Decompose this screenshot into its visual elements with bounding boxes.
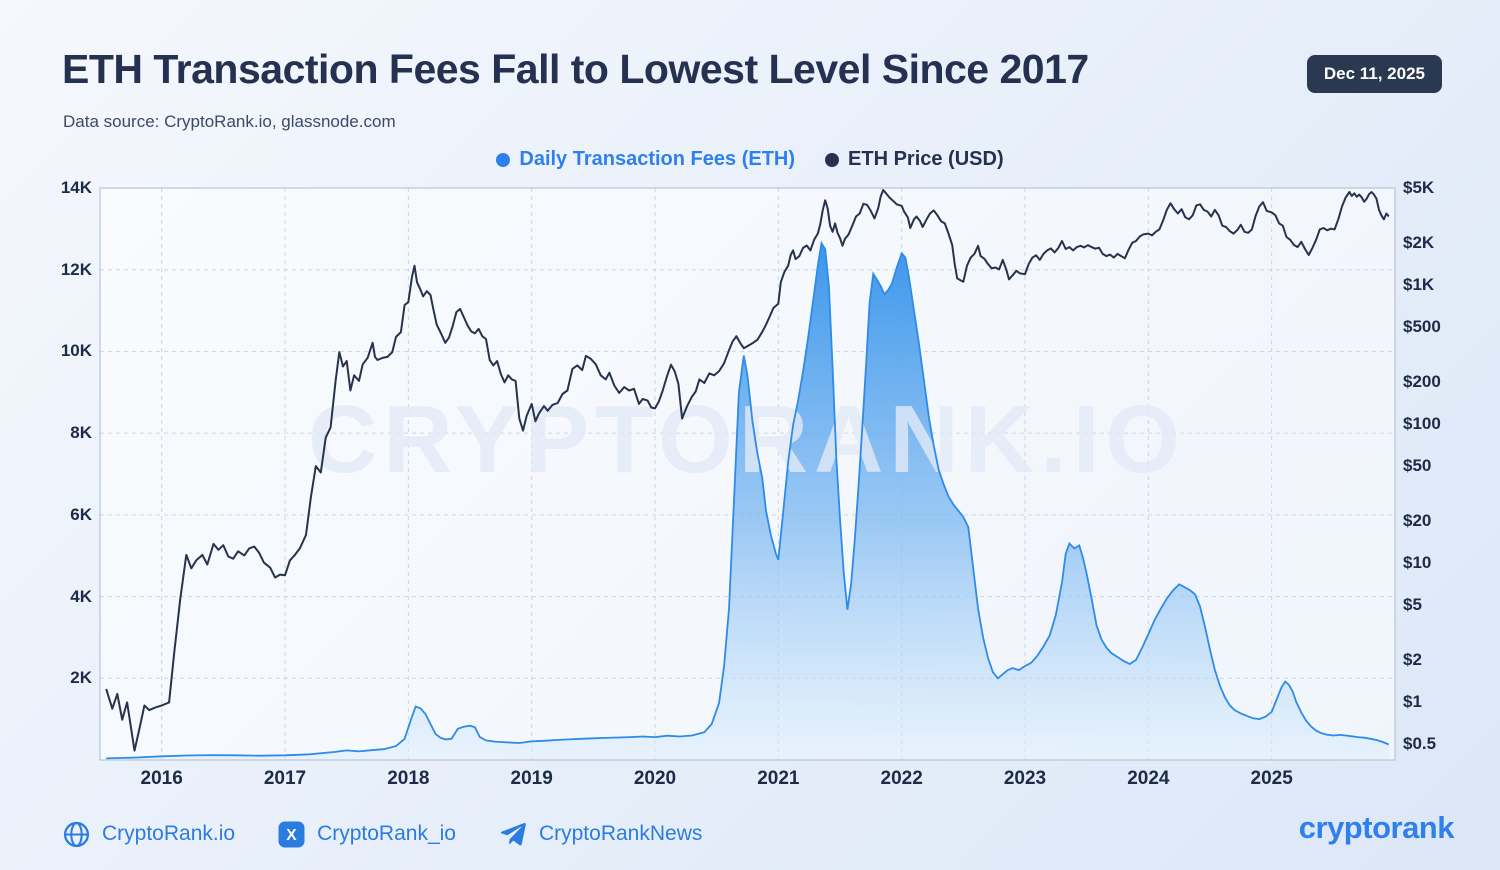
left-axis-tick-label: 8K: [70, 423, 92, 443]
left-axis-tick-label: 12K: [60, 259, 92, 279]
watermark: CRYPTORANK.IO: [308, 386, 1186, 493]
cryptorank-logo: cryptorank: [1298, 810, 1455, 845]
legend-label-price: ETH Price (USD): [848, 148, 1004, 170]
x-axis-tick-label: 2022: [880, 768, 923, 789]
right-axis-tick-label: $5: [1403, 595, 1422, 615]
legend-item-price: ETH Price (USD): [825, 148, 1004, 171]
x-axis-tick-label: 2023: [1003, 768, 1047, 789]
x-axis-tick-label: 2025: [1250, 768, 1293, 789]
left-axis-tick-label: 14K: [60, 178, 92, 197]
right-axis-tick-label: $10: [1403, 553, 1432, 573]
left-axis-tick-label: 4K: [70, 586, 92, 606]
fees-line-series: [106, 240, 1390, 760]
x-axis-tick-label: 2016: [140, 768, 183, 789]
x-axis-tick-label: 2018: [387, 768, 430, 789]
right-axis-tick-label: $1K: [1403, 275, 1435, 295]
svg-text:X: X: [286, 827, 297, 844]
plot-frame: [99, 187, 1396, 761]
x-link-label: CryptoRank_io: [317, 822, 456, 845]
right-axis-tick-label: $20: [1403, 511, 1432, 531]
right-axis-tick-label: $200: [1403, 372, 1441, 392]
right-axis-tick-label: $2: [1403, 650, 1422, 670]
x-axis-tick-label: 2017: [263, 768, 307, 789]
telegram-link[interactable]: CryptoRankNews: [499, 820, 702, 848]
x-link[interactable]: X CryptoRank_io: [278, 821, 456, 848]
x-axis-tick-label: 2019: [510, 768, 553, 789]
x-axis-tick-label: 2024: [1127, 768, 1170, 789]
fees-legend-dot-icon: [496, 152, 511, 167]
left-axis-tick-label: 10K: [60, 341, 92, 361]
website-link-label: CryptoRank.io: [102, 822, 236, 845]
right-axis-tick-label: $0.5: [1403, 734, 1437, 754]
date-badge: Dec 11, 2025: [1306, 55, 1442, 93]
right-axis-tick-label: $1: [1403, 692, 1422, 712]
x-axis-tick-label: 2020: [633, 768, 677, 789]
page-title: ETH Transaction Fees Fall to Lowest Leve…: [62, 46, 1089, 92]
right-axis-tick-label: $100: [1403, 414, 1441, 434]
left-axis-tick-label: 6K: [70, 504, 92, 524]
right-axis-tick-label: $500: [1403, 317, 1441, 337]
fees-area-series: [106, 243, 1389, 760]
right-axis-tick-label: $5K: [1403, 178, 1435, 197]
right-axis-tick-label: $50: [1403, 456, 1432, 476]
right-axis-tick-label: $2K: [1403, 233, 1435, 253]
x-axis-tick-label: 2021: [757, 768, 800, 789]
telegram-icon: [500, 822, 526, 846]
telegram-link-label: CryptoRankNews: [538, 822, 703, 845]
left-axis-tick-label: 2K: [70, 668, 92, 688]
price-line-series: [105, 189, 1390, 752]
legend-item-fees: Daily Transaction Fees (ETH): [496, 148, 795, 171]
x-icon: X: [278, 821, 305, 847]
price-legend-dot-icon: [825, 152, 840, 167]
data-source: Data source: CryptoRank.io, glassnode.co…: [63, 112, 396, 131]
footer-links: CryptoRank.io X CryptoRank_io CryptoRank…: [63, 820, 702, 848]
globe-icon: [63, 821, 90, 847]
legend-label-fees: Daily Transaction Fees (ETH): [519, 148, 796, 170]
website-link[interactable]: CryptoRank.io: [63, 821, 235, 848]
chart-legend: Daily Transaction Fees (ETH) ETH Price (…: [0, 148, 1500, 171]
